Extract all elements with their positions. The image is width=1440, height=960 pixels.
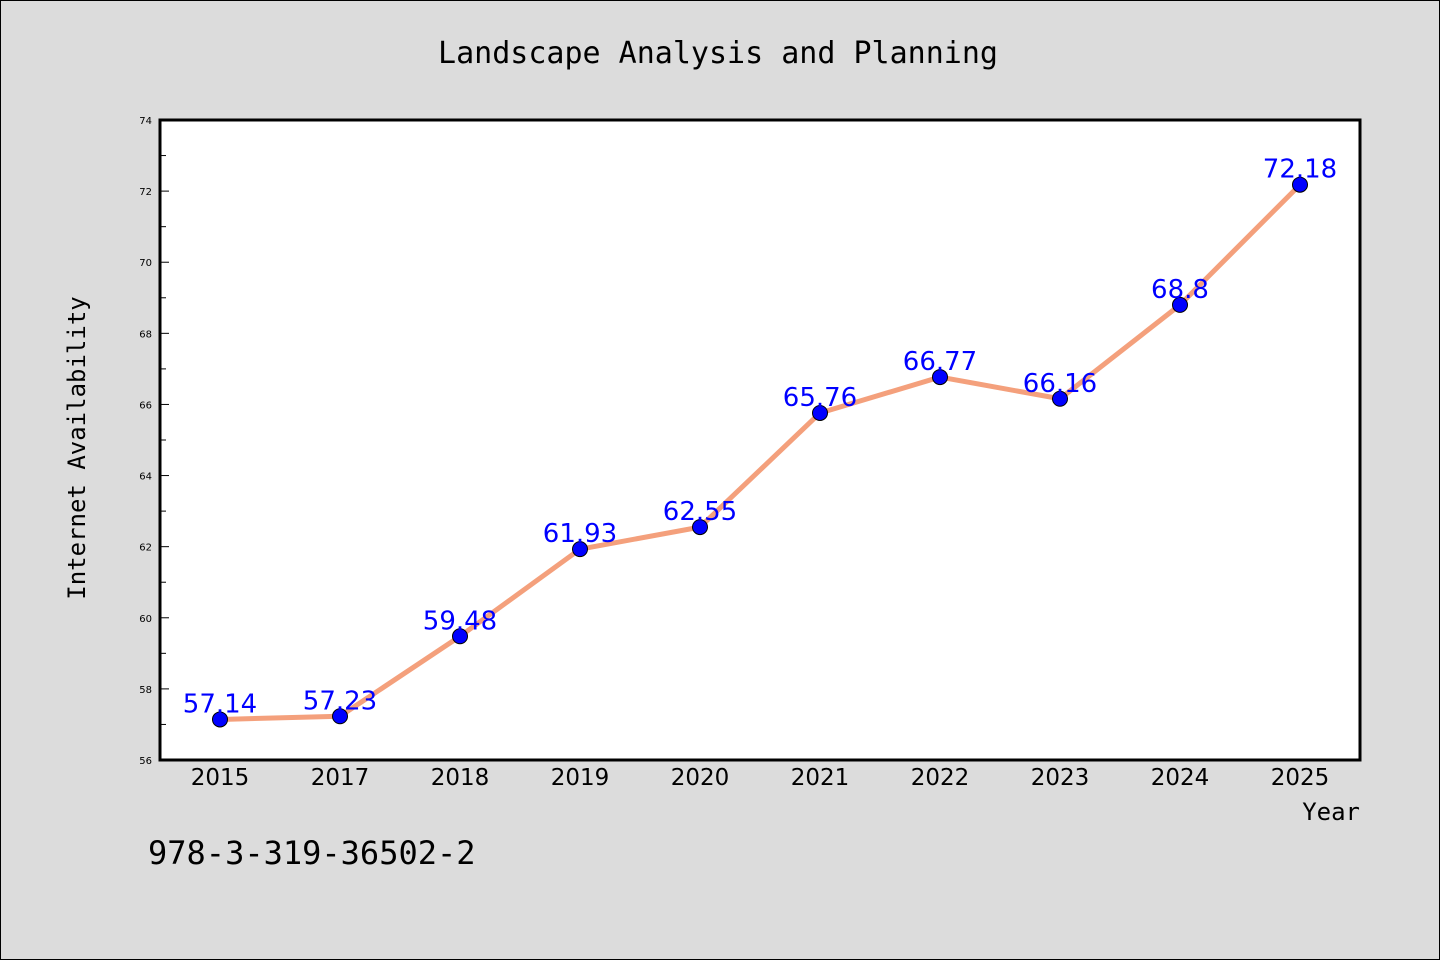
data-label: 61.93 (543, 519, 617, 549)
y-tick-label: 74 (139, 116, 152, 127)
data-label: 66.16 (1023, 369, 1097, 399)
data-label: 66.77 (903, 347, 977, 377)
data-point-marker (1172, 296, 1188, 313)
data-label: 57.23 (303, 686, 377, 716)
y-tick-label: 58 (139, 685, 152, 696)
data-label: 72.18 (1263, 155, 1337, 185)
y-axis-title: Internet Availability (63, 296, 91, 599)
data-point-marker (812, 404, 828, 421)
data-point-marker (572, 541, 588, 558)
y-tick-label: 66 (139, 400, 152, 411)
data-label: 59.48 (423, 606, 497, 636)
x-axis: 2015 2017 2018 2019 2020 2021 2022 2023 2024 2025 (191, 765, 1330, 791)
data-point-marker (1052, 390, 1068, 407)
x-tick-label: 2021 (791, 765, 850, 791)
x-tick-label: 2019 (551, 765, 610, 791)
x-tick-label: 2025 (1271, 765, 1330, 791)
y-tick-label: 70 (139, 258, 152, 269)
y-tick-label: 64 (139, 472, 152, 483)
x-tick-label: 2023 (1031, 765, 1090, 791)
y-axis: 56 58 60 62 64 66 68 70 72 74 (139, 116, 169, 767)
data-point-marker (332, 708, 348, 725)
data-label: 68.8 (1151, 275, 1209, 305)
chart-title: Landscape Analysis and Planning (438, 36, 998, 71)
data-series: 57.14 57.23 59.48 61.93 62.55 65.76 66.77 66.16… (183, 155, 1337, 728)
plot-area (158, 118, 1362, 762)
y-tick-label: 62 (139, 543, 152, 554)
y-tick-label: 56 (139, 756, 152, 767)
data-point-marker (1292, 176, 1308, 193)
y-tick-label: 68 (139, 329, 152, 340)
x-axis-title: Year (1302, 798, 1360, 826)
data-point-marker (932, 369, 948, 386)
data-point-marker (452, 628, 468, 645)
x-tick-label: 2018 (431, 765, 490, 791)
x-tick-label: 2022 (911, 765, 970, 791)
data-label: 57.14 (183, 689, 257, 719)
data-point-marker (692, 519, 708, 536)
x-tick-label: 2017 (311, 765, 370, 791)
x-tick-label: 2015 (191, 765, 250, 791)
data-label: 65.76 (783, 383, 857, 413)
data-label: 62.55 (663, 497, 737, 527)
y-tick-label: 60 (139, 614, 152, 625)
footer-code: 978-3-319-36502-2 (148, 834, 476, 872)
x-tick-label: 2024 (1151, 765, 1210, 791)
x-tick-label: 2020 (671, 765, 730, 791)
data-point-marker (212, 711, 228, 728)
series-line (217, 182, 1303, 722)
y-tick-label: 72 (139, 187, 152, 198)
